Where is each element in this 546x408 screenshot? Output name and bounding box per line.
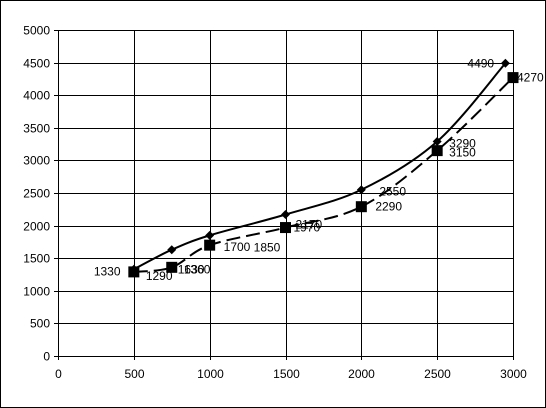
data-label: 1330 xyxy=(94,264,121,278)
y-tick-label: 4000 xyxy=(23,89,50,103)
data-label: 3290 xyxy=(449,136,476,150)
y-tick-label: 5000 xyxy=(23,24,50,38)
data-label: 4490 xyxy=(467,56,494,70)
y-tick-label: 1000 xyxy=(23,285,50,299)
data-label: 1970 xyxy=(294,221,321,235)
diamond-marker xyxy=(432,136,442,146)
square-marker xyxy=(128,266,140,278)
x-tick-label: 500 xyxy=(124,367,144,381)
square-marker xyxy=(204,239,216,251)
y-tick-label: 2500 xyxy=(23,187,50,201)
data-label: 1630 xyxy=(178,263,205,277)
y-tick-label: 4500 xyxy=(23,57,50,71)
diamond-marker xyxy=(281,210,290,220)
y-tick-label: 500 xyxy=(30,317,50,331)
data-label: 1290 xyxy=(146,269,173,283)
square-marker xyxy=(431,145,443,157)
data-label: 1700 xyxy=(224,240,251,254)
diamond-marker xyxy=(356,185,366,195)
series-line-2 xyxy=(133,76,514,273)
square-marker xyxy=(507,72,519,84)
y-tick-label: 3000 xyxy=(23,154,50,168)
y-tick-label: 0 xyxy=(43,350,50,364)
x-tick-label: 1000 xyxy=(197,367,224,381)
data-label: 1360 xyxy=(184,262,211,276)
data-label: 2290 xyxy=(375,200,402,214)
y-tick-label: 2000 xyxy=(23,220,50,234)
series-line-1 xyxy=(133,62,507,271)
x-tick-label: 2000 xyxy=(348,367,375,381)
square-marker xyxy=(355,201,367,213)
x-tick-label: 0 xyxy=(55,367,62,381)
x-tick-label: 2500 xyxy=(424,367,451,381)
diamond-marker xyxy=(167,245,177,255)
x-tick-label: 1500 xyxy=(273,367,300,381)
data-label: 2550 xyxy=(379,185,406,199)
diamond-marker xyxy=(205,230,215,240)
data-label: 4270 xyxy=(517,71,544,85)
data-label: 3150 xyxy=(449,146,476,160)
square-marker xyxy=(280,222,291,234)
y-tick-label: 3500 xyxy=(23,122,50,136)
x-tick-label: 3000 xyxy=(500,367,527,381)
plot-area xyxy=(58,30,514,357)
square-marker xyxy=(166,261,178,273)
data-label: 1850 xyxy=(254,240,281,254)
y-tick-label: 1500 xyxy=(23,252,50,266)
diamond-marker xyxy=(500,58,510,68)
